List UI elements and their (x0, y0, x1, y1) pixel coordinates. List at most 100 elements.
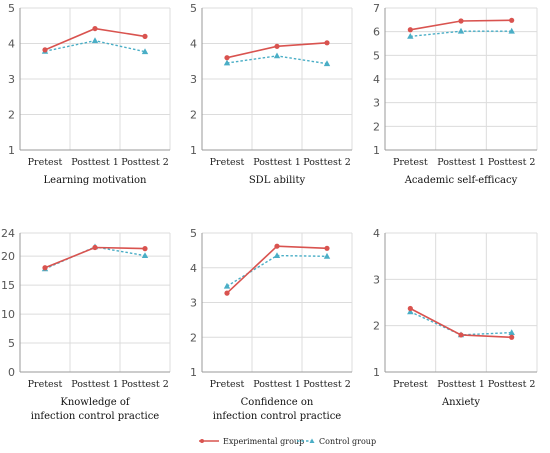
x-tick-label: Posttest 1 (437, 379, 485, 390)
legend-experimental-label: Experimental group (223, 437, 304, 446)
data-point-control (273, 252, 281, 258)
y-tick-label: 4 (190, 262, 197, 275)
y-tick-label: 7 (373, 2, 380, 15)
chart-title: infection control practice (213, 411, 342, 422)
x-tick-label: Pretest (210, 157, 245, 168)
chart-title: Learning motivation (44, 175, 148, 186)
legend-control-marker (309, 438, 315, 443)
data-point-experimental (274, 243, 280, 249)
x-tick-label: Posttest 1 (71, 379, 119, 390)
data-point-experimental (324, 245, 330, 251)
chart-title: infection control practice (31, 411, 160, 422)
y-tick-label: 3 (373, 273, 380, 286)
x-tick-label: Posttest 2 (303, 157, 351, 168)
chart-panel-2: 1 2 3 4 5 Pretest Posttest 1 Posttest 2 SDL abil… (190, 2, 353, 186)
chart-panel-4: 0 5 10 15 20 24 Pretest Posttest 1 Posttest 2 Kno… (1, 227, 171, 422)
y-tick-label: 5 (8, 2, 15, 15)
x-tick-label: Pretest (393, 157, 428, 168)
data-point-experimental (407, 305, 413, 312)
data-point-experimental (142, 246, 148, 252)
data-point-experimental (324, 40, 330, 46)
chart-panel-6: 1 2 3 4 Pretest Posttest 1 Posttest 2 Anxiety (373, 227, 538, 408)
x-tick-label: Pretest (210, 379, 245, 390)
data-point-experimental (407, 27, 413, 33)
y-tick-label: 1 (8, 144, 15, 157)
x-tick-label: Posttest 2 (488, 157, 536, 168)
y-tick-label: 1 (373, 144, 380, 157)
series-line-control (410, 311, 512, 336)
y-tick-label: 5 (373, 49, 380, 62)
y-tick-label: 4 (8, 38, 15, 51)
x-tick-label: Posttest 2 (303, 379, 351, 390)
data-point-control (508, 329, 515, 335)
y-tick-label: 2 (8, 109, 15, 122)
data-point-control (407, 308, 414, 315)
chart-title: Knowledge of (60, 397, 131, 408)
data-point-control (141, 48, 149, 55)
y-tick-label: 0 (8, 366, 15, 379)
x-tick-label: Posttest 1 (253, 157, 301, 168)
data-point-experimental (142, 33, 148, 40)
series-line-control (226, 254, 328, 287)
y-tick-label: 20 (1, 250, 15, 263)
y-tick-label: 1 (373, 366, 380, 379)
data-point-experimental (224, 55, 230, 61)
x-tick-label: Posttest 1 (71, 157, 119, 168)
y-tick-label: 4 (373, 73, 380, 86)
y-tick-label: 2 (373, 320, 380, 333)
legend-control-label: Control group (319, 437, 376, 446)
y-tick-label: 15 (1, 279, 15, 292)
series-line-control (44, 246, 146, 270)
y-tick-label: 6 (373, 26, 380, 39)
data-point-control (508, 27, 515, 34)
y-tick-label: 2 (190, 331, 197, 344)
series-line-experimental (44, 246, 146, 269)
x-tick-label: Pretest (28, 157, 63, 168)
data-point-experimental (42, 47, 48, 53)
data-point-control (273, 52, 281, 59)
data-point-experimental (509, 334, 515, 340)
x-tick-label: Posttest 1 (437, 157, 485, 168)
x-tick-label: Pretest (393, 379, 428, 390)
data-point-experimental (509, 17, 515, 23)
y-tick-label: 1 (190, 144, 197, 157)
chart-title: SDL ability (249, 175, 306, 186)
chart-panel-3: 1 2 3 4 5 6 7 Pretest Posttest 1 Posttest 2 Academ… (373, 2, 538, 186)
y-tick-label: 10 (1, 308, 15, 321)
data-point-control (457, 27, 465, 34)
x-tick-label: Posttest 2 (121, 157, 169, 168)
data-point-experimental (224, 290, 230, 296)
data-point-experimental (274, 43, 280, 49)
data-point-control (407, 33, 414, 39)
data-point-control (141, 252, 149, 258)
chart-title: Anxiety (441, 397, 480, 408)
data-point-experimental (458, 332, 464, 338)
chart-title: Academic self-efficacy (404, 175, 518, 186)
y-tick-label: 2 (190, 109, 197, 122)
y-tick-label: 3 (190, 73, 197, 86)
chart-title: Confidence on (241, 397, 314, 408)
legend: Experimental group Control group (199, 437, 376, 446)
y-tick-label: 5 (190, 2, 197, 15)
y-tick-label: 5 (190, 227, 197, 240)
data-point-control (323, 60, 331, 67)
y-tick-label: 1 (190, 366, 197, 379)
y-tick-label: 4 (190, 38, 197, 51)
data-point-control (223, 59, 231, 66)
y-tick-label: 4 (373, 227, 380, 240)
x-tick-label: Posttest 2 (488, 379, 536, 390)
data-point-control (223, 282, 231, 289)
data-point-control (323, 252, 331, 259)
data-point-experimental (92, 25, 98, 32)
x-tick-label: Posttest 1 (253, 379, 301, 390)
y-tick-label: 3 (373, 97, 380, 110)
chart-panel-5: 1 2 3 4 5 Pretest Posttest 1 Posttest 2 Confiden… (190, 227, 353, 422)
y-tick-label: 24 (1, 227, 15, 240)
x-tick-label: Pretest (28, 379, 63, 390)
y-tick-label: 5 (8, 337, 15, 350)
legend-experimental-marker (200, 439, 204, 443)
y-tick-label: 3 (190, 297, 197, 310)
data-point-experimental (92, 244, 98, 251)
chart-panel-1: 1 2 3 4 5 Pretest Posttest 1 Posttest 2 Learning… (8, 2, 171, 186)
x-tick-label: Posttest 2 (121, 379, 169, 390)
